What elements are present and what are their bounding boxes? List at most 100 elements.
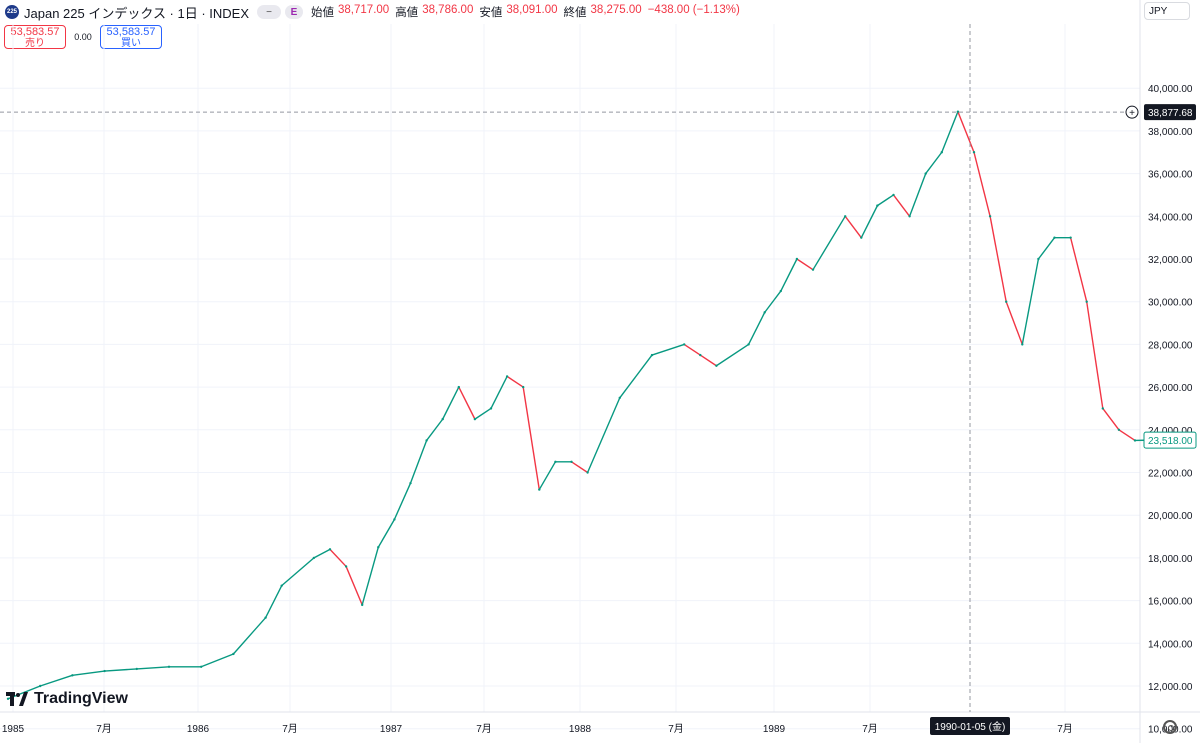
data-point bbox=[1133, 439, 1137, 442]
symbol-title[interactable]: Japan 225 インデックス · 1日 · INDEX bbox=[24, 5, 250, 21]
data-point bbox=[1117, 428, 1121, 431]
data-point bbox=[699, 353, 702, 357]
data-point bbox=[361, 603, 364, 607]
gear-icon[interactable] bbox=[1163, 720, 1177, 734]
data-point bbox=[489, 407, 493, 410]
data-point bbox=[811, 268, 815, 271]
price-segment bbox=[361, 547, 379, 606]
y-tick-label: 28,000.00 bbox=[1148, 340, 1193, 351]
price-segment bbox=[844, 215, 862, 239]
price-segment bbox=[908, 173, 927, 217]
buy-price: 53,583.57 bbox=[106, 26, 156, 38]
data-point bbox=[1101, 407, 1105, 410]
price-segment bbox=[571, 461, 588, 474]
data-point bbox=[779, 289, 782, 293]
price-segment bbox=[796, 258, 814, 271]
data-point bbox=[409, 481, 412, 485]
price-segment bbox=[474, 407, 492, 420]
collapse-button[interactable]: − bbox=[257, 5, 282, 19]
data-point bbox=[1053, 236, 1056, 239]
price-segment bbox=[72, 670, 105, 677]
data-point bbox=[747, 343, 750, 346]
x-tick-label: 7月 bbox=[476, 723, 492, 735]
add-alert-icon bbox=[1125, 105, 1139, 119]
data-point bbox=[167, 665, 171, 668]
price-segment bbox=[747, 312, 766, 345]
ohlc-high-label: 高値 bbox=[395, 7, 419, 19]
price-segment bbox=[683, 343, 701, 356]
ohlc-values: 始値 38,717.00 高値 38,786.00 安値 38,091.00 終… bbox=[311, 4, 742, 20]
buy-button[interactable]: 53,583.57 買い bbox=[100, 25, 162, 49]
price-segment bbox=[538, 461, 557, 490]
price-segment bbox=[860, 205, 879, 238]
x-tick-label: 1989 bbox=[763, 724, 786, 735]
y-tick-label: 14,000.00 bbox=[1148, 639, 1193, 650]
earnings-badge[interactable]: E bbox=[285, 5, 304, 19]
price-segment bbox=[442, 386, 460, 420]
sell-price: 53,583.57 bbox=[10, 26, 60, 38]
x-tick-label: 1985 bbox=[2, 724, 25, 735]
price-segment bbox=[699, 354, 717, 367]
price-segment bbox=[393, 482, 412, 520]
last-price-bg bbox=[1143, 431, 1197, 449]
y-tick-label: 12,000.00 bbox=[1148, 682, 1193, 693]
price-segment bbox=[409, 440, 428, 484]
price-segment bbox=[586, 397, 621, 473]
price-segment bbox=[104, 668, 137, 672]
data-point bbox=[232, 652, 235, 656]
y-tick-label: 20,000.00 bbox=[1148, 511, 1193, 522]
data-point bbox=[908, 215, 911, 218]
tradingview-mark-icon bbox=[6, 692, 28, 706]
data-point bbox=[554, 460, 557, 464]
price-segment bbox=[973, 152, 991, 217]
data-point bbox=[715, 364, 718, 367]
data-point bbox=[650, 353, 654, 357]
price-segment bbox=[925, 151, 943, 175]
data-point bbox=[441, 417, 444, 421]
price-segment bbox=[426, 418, 444, 441]
data-point bbox=[538, 488, 541, 491]
data-point bbox=[1085, 300, 1088, 303]
price-segment bbox=[1005, 301, 1023, 345]
currency-selector[interactable]: JPY bbox=[1144, 2, 1190, 20]
data-point bbox=[876, 204, 879, 207]
last-price-label: 23,518.00 bbox=[1148, 436, 1193, 447]
data-point bbox=[280, 584, 283, 587]
data-point bbox=[683, 343, 686, 346]
data-point bbox=[103, 669, 106, 673]
price-segment bbox=[989, 216, 1007, 302]
price-segment bbox=[780, 258, 798, 292]
data-point bbox=[6, 697, 10, 701]
price-segment bbox=[264, 585, 283, 618]
y-tick-label: 22,000.00 bbox=[1148, 469, 1193, 480]
data-point bbox=[425, 439, 428, 442]
tradingview-logo[interactable]: TradingView bbox=[6, 690, 128, 708]
x-tick-label: 7月 bbox=[282, 723, 298, 735]
price-segment bbox=[345, 566, 363, 606]
y-tick-label: 30,000.00 bbox=[1148, 298, 1193, 309]
data-point bbox=[393, 518, 396, 521]
y-tick-label: 26,000.00 bbox=[1148, 383, 1193, 394]
trade-panel: 53,583.57 売り 0.00 53,583.57 買い bbox=[4, 25, 162, 49]
data-point bbox=[200, 665, 203, 668]
data-point bbox=[344, 565, 348, 568]
price-segment bbox=[892, 194, 911, 217]
ohlc-open-value: 38,717.00 bbox=[338, 4, 390, 16]
ohlc-change: −438.00 (−1.13%) bbox=[647, 4, 740, 16]
x-tick-label: 1988 bbox=[569, 724, 592, 735]
data-point bbox=[264, 616, 267, 619]
price-segment bbox=[651, 343, 685, 356]
price-segment bbox=[877, 194, 894, 207]
x-tick-label: 7月 bbox=[96, 723, 112, 735]
data-point bbox=[924, 172, 927, 175]
data-point bbox=[972, 151, 976, 154]
data-point bbox=[135, 667, 138, 671]
data-point bbox=[377, 546, 380, 549]
x-tick-label: 1986 bbox=[187, 724, 210, 735]
data-point bbox=[844, 215, 847, 218]
crosshair-price-label: 38,877.68 bbox=[1148, 108, 1193, 119]
price-segment bbox=[136, 666, 170, 670]
x-tick-label: 7月 bbox=[668, 723, 684, 735]
sell-button[interactable]: 53,583.57 売り bbox=[4, 25, 66, 49]
